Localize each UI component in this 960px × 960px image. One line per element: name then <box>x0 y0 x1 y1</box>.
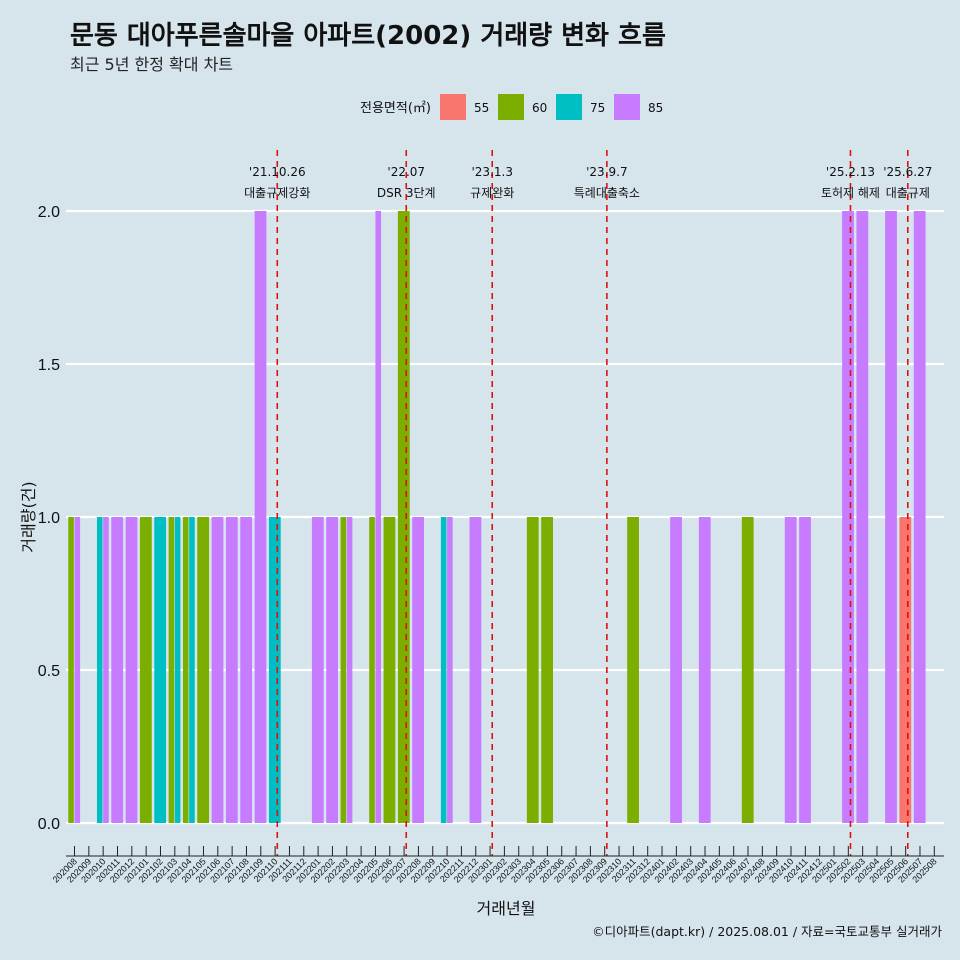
bar-202212-85 <box>469 517 482 823</box>
event-date: '23.9.7 <box>586 165 627 179</box>
bar-202205-85 <box>375 211 382 823</box>
bar-202203-85 <box>346 517 353 823</box>
legend-label-75: 75 <box>590 101 605 115</box>
event-date: '25.2.13 <box>826 165 875 179</box>
event-label: 특례대출축소 <box>574 186 640 200</box>
bar-202010-85 <box>103 517 109 823</box>
bar-202305-60 <box>541 517 553 823</box>
bars <box>68 211 926 823</box>
bar-202404-85 <box>698 517 711 823</box>
bar-202108-85 <box>240 517 253 823</box>
bar-202008-60 <box>68 517 74 823</box>
bar-202407-60 <box>741 517 754 823</box>
bar-202505-85 <box>885 211 897 823</box>
bar-202109-85 <box>254 211 267 823</box>
bar-202311-60 <box>627 517 639 823</box>
legend-label-55: 55 <box>474 101 489 115</box>
bar-202210-75 <box>440 517 447 823</box>
legend: 전용면적(㎡) 55 60 75 85 <box>360 94 663 120</box>
bar-202110-75 <box>268 517 281 823</box>
bar-202410-85 <box>784 517 797 823</box>
bar-202503-85 <box>856 211 869 823</box>
bar-202206-60 <box>383 517 396 823</box>
bar-202205-60 <box>369 517 375 823</box>
legend-label-85: 85 <box>648 101 663 115</box>
bar-202008-85 <box>74 517 81 823</box>
y-tick-label: 0.0 <box>38 816 60 833</box>
bar-202104-75 <box>189 517 195 823</box>
y-axis-title: 거래량(건) <box>19 481 38 552</box>
bar-202411-85 <box>799 517 811 823</box>
event-label: 대출규제강화 <box>244 186 310 200</box>
legend-swatch-55 <box>440 94 466 120</box>
bar-202103-60 <box>168 517 175 823</box>
y-tick-label: 1.0 <box>38 510 60 527</box>
bar-202201-85 <box>311 517 324 823</box>
bar-202202-85 <box>326 517 339 823</box>
y-tick-label: 0.5 <box>38 663 60 680</box>
bar-202012-85 <box>125 517 138 823</box>
bar-202207-60 <box>397 211 410 823</box>
bar-202102-75 <box>154 517 167 823</box>
bar-202104-60 <box>182 517 189 823</box>
bar-202107-85 <box>225 517 238 823</box>
event-label: 토허제 해제 <box>821 186 880 200</box>
bar-202011-85 <box>111 517 124 823</box>
chart-title: 문동 대아푸른솔마을 아파트(2002) 거래량 변화 흐름 <box>70 21 666 51</box>
bar-202106-85 <box>211 517 224 823</box>
y-tick-label: 2.0 <box>38 204 60 221</box>
bar-202502-85 <box>842 211 854 823</box>
bar-202507-85 <box>913 211 926 823</box>
bar-202203-60 <box>340 517 347 823</box>
chart-subtitle: 최근 5년 한정 확대 차트 <box>70 55 233 74</box>
event-date: '22.07 <box>387 165 425 179</box>
legend-swatch-85 <box>614 94 640 120</box>
event-date: '21.10.26 <box>249 165 306 179</box>
legend-title: 전용면적(㎡) <box>360 101 431 116</box>
bar-202210-85 <box>447 517 453 823</box>
legend-swatch-75 <box>556 94 582 120</box>
caption: ©디아파트(dapt.kr) / 2025.08.01 / 자료=국토교통부 실… <box>592 924 942 939</box>
legend-label-60: 60 <box>532 101 547 115</box>
bar-202010-75 <box>96 517 103 823</box>
bar-202506-55 <box>899 517 912 823</box>
bar-202103-75 <box>174 517 181 823</box>
bar-202105-60 <box>197 517 210 823</box>
bar-202101-60 <box>139 517 152 823</box>
x-axis-title: 거래년월 <box>477 899 536 918</box>
event-label: 대출규제 <box>886 186 930 200</box>
legend-swatch-60 <box>498 94 524 120</box>
event-date: '25.6.27 <box>883 165 932 179</box>
y-tick-label: 1.5 <box>38 357 60 374</box>
event-label: 규제완화 <box>470 186 514 200</box>
event-date: '23.1.3 <box>471 165 512 179</box>
bar-202304-60 <box>526 517 539 823</box>
event-markers: '21.10.26 대출규제강화 '22.07 DSR 3단계 '23.1.3 규제완화 '… <box>244 150 932 856</box>
event-label: DSR 3단계 <box>377 186 436 200</box>
bar-202402-85 <box>670 517 682 823</box>
bar-202208-85 <box>412 517 425 823</box>
